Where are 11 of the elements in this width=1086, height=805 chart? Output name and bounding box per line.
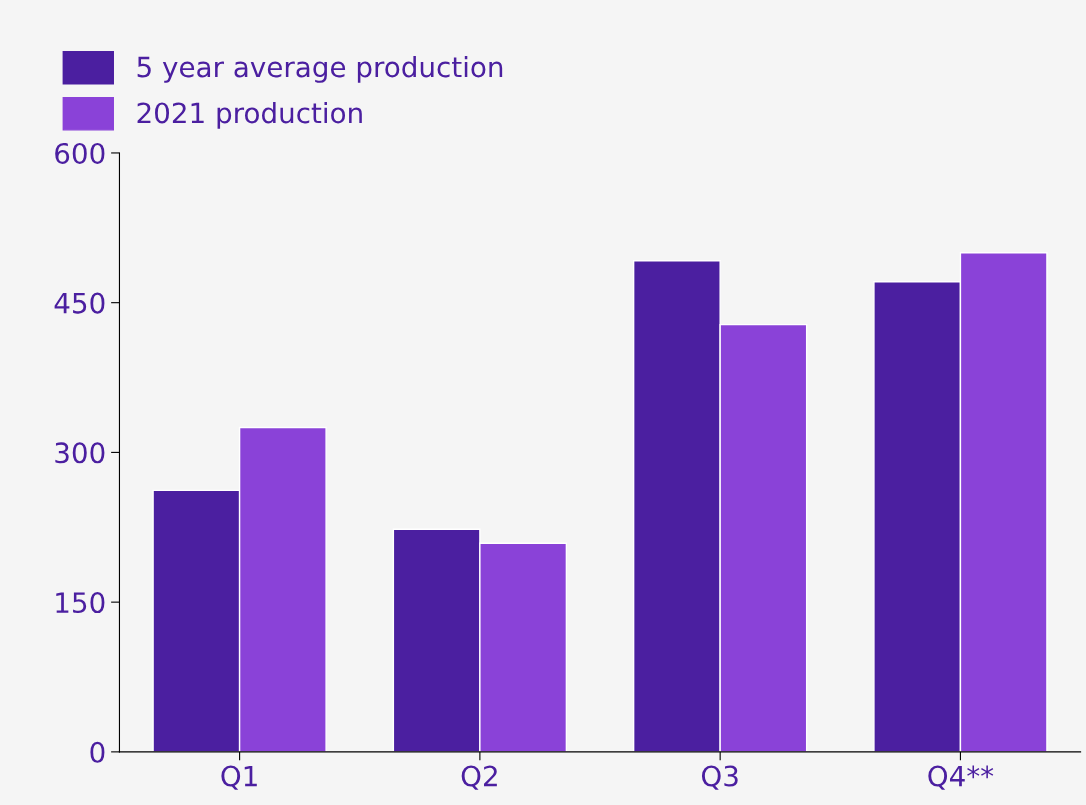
legend-label: 5 year average production	[137, 55, 503, 83]
x-tick-label: Q1	[221, 765, 257, 790]
y-tick-label: 0	[90, 741, 105, 763]
x-tick-label: Q3	[701, 765, 738, 790]
y-tick-label: 300	[55, 442, 105, 464]
y-tick-label: 600	[55, 142, 105, 164]
x-tick-label: Q4**	[928, 765, 994, 790]
y-tick-label: 150	[56, 592, 105, 614]
y-tick-label: 450	[54, 292, 105, 314]
legend-label: 2021 production	[137, 101, 362, 129]
x-tick-label: Q2	[461, 765, 497, 790]
